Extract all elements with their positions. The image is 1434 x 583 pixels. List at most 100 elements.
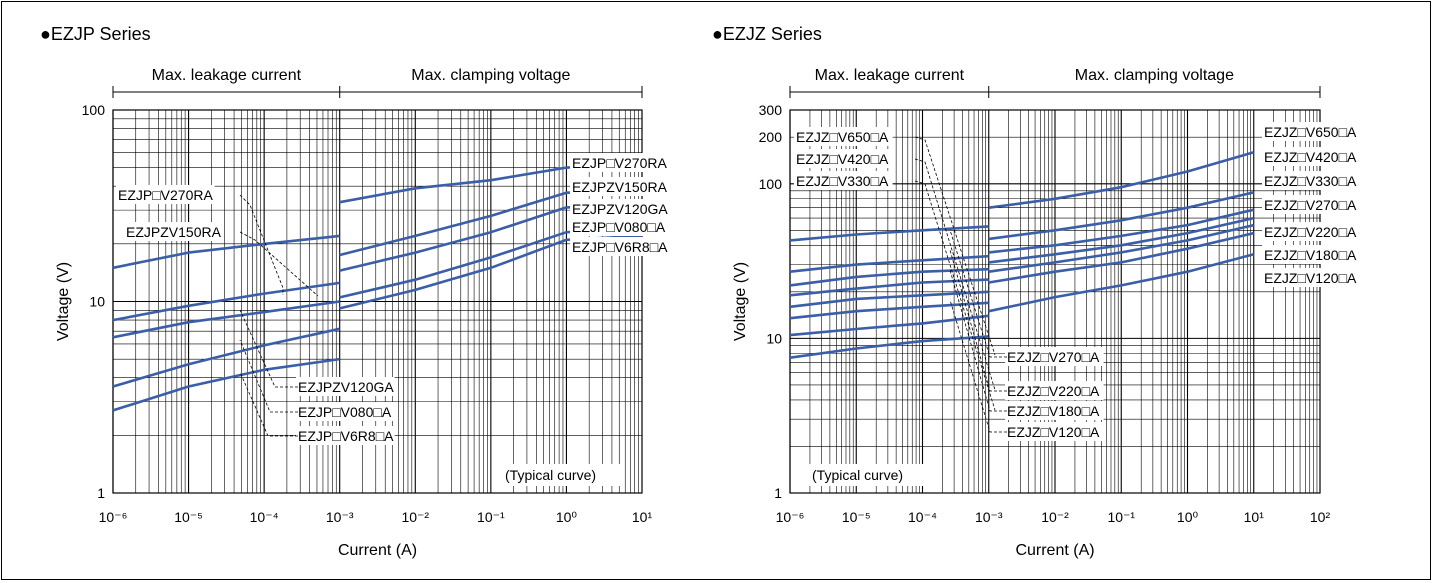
series-callout-label: EZJPZV120GA bbox=[298, 379, 394, 395]
series-end-label-bg bbox=[570, 237, 669, 256]
x-tick-label: 10⁰ bbox=[1177, 509, 1199, 525]
series-end-label-bg bbox=[1262, 245, 1361, 264]
chart-0-title: ●EZJP Series bbox=[40, 24, 151, 44]
y-tick-label: 1 bbox=[97, 485, 105, 501]
series-end-label: EZJZ□V650□A bbox=[1264, 124, 1357, 140]
region-label-clamping: Max. clamping voltage bbox=[1075, 67, 1234, 84]
callout-bg bbox=[116, 185, 215, 204]
callout-bg bbox=[794, 149, 893, 168]
series-end-label-bg bbox=[1262, 171, 1361, 190]
series-callout-label: EZJP□V080□A bbox=[298, 404, 392, 420]
series-end-label-bg bbox=[1262, 268, 1361, 287]
callout-bg bbox=[296, 377, 395, 396]
region-label-leakage: Max. leakage current bbox=[152, 67, 302, 84]
series-callout-label: EZJZ□V220□A bbox=[1007, 383, 1100, 399]
series-end-label: EZJZ□V270□A bbox=[1264, 197, 1357, 213]
x-tick-label: 10⁻⁴ bbox=[908, 509, 937, 525]
series-end-label: EZJP□V270RA bbox=[572, 155, 667, 171]
callout-leader bbox=[239, 309, 298, 388]
series-line-4-leakage bbox=[789, 290, 989, 309]
series-end-label-bg bbox=[1262, 195, 1361, 214]
series-end-label: EZJP□V6R8□A bbox=[572, 239, 668, 255]
x-tick-label: 10² bbox=[1310, 509, 1331, 525]
series-end-label-bg bbox=[1262, 222, 1361, 241]
callout-bg bbox=[1005, 347, 1104, 366]
callout-bg bbox=[296, 402, 395, 421]
series-end-label-bg bbox=[570, 217, 669, 236]
series-line-3-leakage bbox=[112, 327, 340, 388]
y-tick-label: 200 bbox=[759, 129, 783, 145]
series-callout-label: EZJPZV150RA bbox=[126, 224, 222, 240]
series-callout-label: EZJZ□V420□A bbox=[796, 151, 889, 167]
chart-1-plot-border bbox=[789, 109, 1321, 494]
callout-leader bbox=[239, 231, 319, 297]
callout-bg bbox=[794, 127, 893, 146]
series-callout-label: EZJZ□V120□A bbox=[1007, 424, 1100, 440]
callout-leader bbox=[949, 249, 1007, 392]
series-end-label-bg bbox=[1262, 147, 1361, 166]
chart-1-ylabel: Voltage (V) bbox=[732, 262, 749, 341]
series-end-label-bg bbox=[570, 153, 669, 172]
chart-1-title: ●EZJZ Series bbox=[712, 24, 822, 44]
x-tick-label: 10⁻² bbox=[401, 509, 429, 525]
series-line-5-clamping bbox=[988, 231, 1255, 284]
callout-leader bbox=[239, 371, 298, 437]
callout-leader bbox=[239, 194, 284, 295]
callout-bg bbox=[794, 171, 893, 190]
callout-bg bbox=[1005, 381, 1104, 400]
callout-bg bbox=[296, 426, 395, 445]
series-line-3-leakage bbox=[789, 278, 989, 297]
series-callout-label: EZJZ□V330□A bbox=[796, 173, 889, 189]
x-tick-label: 10⁻⁵ bbox=[174, 509, 203, 525]
series-end-label: EZJP□V080□A bbox=[572, 219, 666, 235]
series-end-label-bg bbox=[570, 199, 669, 218]
x-tick-label: 10⁻¹ bbox=[477, 509, 505, 525]
y-tick-label: 300 bbox=[759, 102, 783, 118]
region-label-leakage: Max. leakage current bbox=[815, 67, 965, 84]
callout-leader bbox=[949, 229, 1007, 358]
series-line-1-leakage bbox=[789, 254, 989, 273]
x-tick-label: 10⁻³ bbox=[975, 509, 1003, 525]
series-line-6-leakage bbox=[789, 314, 989, 337]
series-callout-label: EZJP□V6R8□A bbox=[298, 428, 394, 444]
series-end-label: EZJZ□V330□A bbox=[1264, 173, 1357, 189]
chart-0-xlabel: Current (A) bbox=[338, 542, 417, 559]
callout-leader bbox=[914, 180, 996, 411]
series-end-label: EZJPZV150RA bbox=[572, 179, 668, 195]
series-line-4-leakage bbox=[112, 357, 340, 412]
y-tick-label: 100 bbox=[759, 176, 783, 192]
callout-bg bbox=[124, 222, 223, 241]
x-tick-label: 10¹ bbox=[632, 509, 653, 525]
x-tick-label: 10¹ bbox=[1244, 509, 1265, 525]
series-line-0-leakage bbox=[112, 234, 340, 270]
series-line-0-leakage bbox=[789, 225, 989, 242]
x-tick-label: 10⁻⁶ bbox=[776, 509, 805, 525]
y-tick-label: 10 bbox=[766, 330, 782, 346]
x-tick-label: 10⁻⁴ bbox=[250, 509, 279, 525]
series-end-label: EZJZ□V120□A bbox=[1264, 270, 1357, 286]
x-tick-label: 10⁻⁶ bbox=[99, 509, 128, 525]
series-line-5-leakage bbox=[789, 301, 989, 320]
callout-bg bbox=[1005, 401, 1104, 420]
series-callout-label: EZJP□V270RA bbox=[118, 187, 213, 203]
callout-leader bbox=[949, 299, 1007, 433]
callout-bg bbox=[1005, 422, 1104, 441]
note-bg bbox=[808, 464, 931, 486]
series-line-7-leakage bbox=[789, 335, 989, 359]
x-tick-label: 10⁻⁵ bbox=[842, 509, 871, 525]
chart-0-grid bbox=[112, 110, 642, 494]
series-callout-label: EZJZ□V650□A bbox=[796, 129, 889, 145]
chart-0-ylabel: Voltage (V) bbox=[55, 262, 72, 341]
callout-leader bbox=[949, 269, 1007, 412]
series-callout-label: EZJZ□V180□A bbox=[1007, 403, 1100, 419]
note-bg bbox=[501, 464, 624, 486]
series-line-1-clamping bbox=[988, 191, 1255, 241]
callout-leader bbox=[239, 339, 298, 413]
series-end-label: EZJZ□V180□A bbox=[1264, 247, 1357, 263]
series-callout-label: EZJZ□V270□A bbox=[1007, 349, 1100, 365]
series-end-label: EZJPZV120GA bbox=[572, 201, 668, 217]
series-line-3-clamping bbox=[988, 216, 1255, 264]
series-end-label-bg bbox=[570, 177, 669, 196]
